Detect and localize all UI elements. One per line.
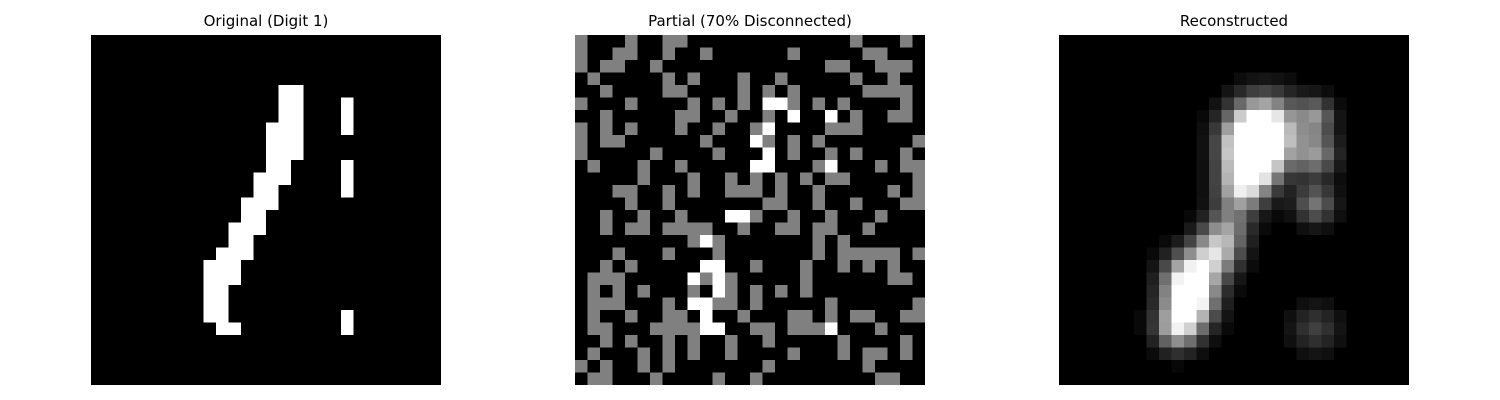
panel-original: Original (Digit 1) [91, 0, 441, 400]
panel-title: Reconstructed [1179, 12, 1289, 30]
panel-reconstructed: Reconstructed [1059, 0, 1409, 400]
partial-digit-image [575, 35, 925, 385]
panel-partial: Partial (70% Disconnected) [575, 0, 925, 400]
reconstructed-digit-image [1059, 35, 1409, 385]
original-digit-image [91, 35, 441, 385]
panel-title: Partial (70% Disconnected) [648, 12, 852, 30]
panel-title: Original (Digit 1) [203, 12, 329, 30]
